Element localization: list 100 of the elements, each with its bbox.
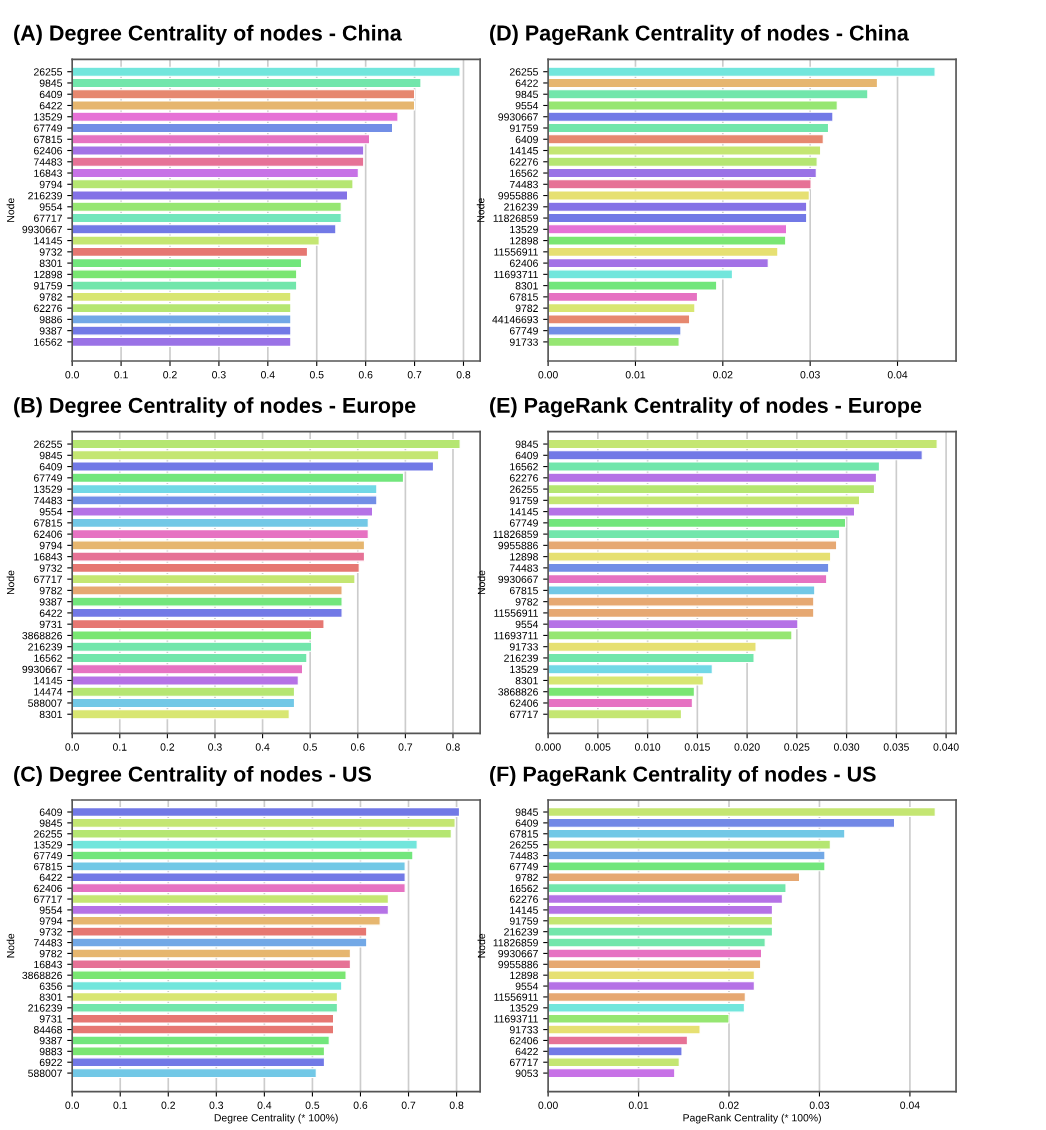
y-tick-label: 13529 [510, 1004, 538, 1012]
y-tick-label: 588007 [28, 699, 62, 707]
y-tick-label: 11693711 [494, 270, 538, 279]
y-tick-label: 26255 [509, 68, 538, 76]
y-tick-label: 3868826 [22, 631, 62, 640]
y-tick-label: 67815 [34, 135, 63, 144]
y-tick-label: 9794 [39, 541, 63, 550]
y-tick-label: 16562 [510, 463, 538, 471]
y-tick-label: 9387 [39, 327, 62, 335]
y-tick-label: 62406 [34, 530, 62, 538]
y-tick-label: 6409 [515, 819, 538, 827]
y-tick-label: 26255 [509, 841, 538, 849]
y-tick-label: 8301 [39, 993, 62, 1001]
x-tick-label: 0.00 [538, 371, 558, 379]
y-tick-label: 62406 [34, 884, 62, 893]
y-tick-label: 9731 [39, 620, 62, 629]
y-tick-label: 91759 [509, 917, 538, 925]
x-tick-label: 0.8 [449, 1101, 464, 1109]
y-tick-label: 9845 [39, 79, 63, 87]
chart-title: (B) Degree Centrality of nodes - Europe [14, 397, 416, 418]
y-tick-label: 9782 [515, 598, 538, 606]
y-tick-label: 16843 [34, 960, 62, 969]
y-tick-label: 16843 [34, 169, 62, 177]
y-tick-label: 9782 [515, 873, 538, 882]
y-tick-label: 13529 [34, 485, 62, 493]
y-tick-label: 9883 [39, 1047, 62, 1056]
y-tick-label: 16562 [510, 169, 538, 177]
x-tick-label: 0.0 [65, 743, 80, 751]
y-tick-label: 9554 [39, 508, 63, 516]
y-tick-label: 9930667 [498, 575, 538, 584]
y-tick-label: 26255 [34, 440, 63, 448]
y-tick-label: 67815 [34, 862, 63, 871]
y-tick-label: 9930667 [22, 665, 62, 674]
x-tick-label: 0.005 [585, 743, 611, 751]
y-tick-label: 91759 [33, 282, 62, 290]
y-axis-title: Node [6, 570, 15, 595]
y-tick-label: 67717 [34, 575, 62, 584]
x-tick-label: 0.0 [65, 1101, 80, 1109]
y-tick-label: 8301 [515, 282, 538, 290]
y-tick-label: 67749 [509, 862, 538, 871]
x-tick-label: 0.0 [65, 371, 80, 379]
y-tick-label: 9387 [39, 598, 62, 606]
y-tick-label: 9930667 [498, 949, 538, 958]
x-tick-label: 0.1 [114, 371, 128, 379]
y-tick-label: 16562 [34, 654, 62, 662]
y-tick-label: 62406 [509, 1036, 538, 1045]
y-tick-label: 74483 [34, 939, 62, 947]
x-tick-label: 0.1 [112, 743, 127, 751]
y-tick-label: 91733 [509, 338, 538, 346]
y-tick-label: 26255 [509, 485, 538, 493]
y-tick-label: 9782 [39, 949, 62, 958]
y-tick-label: 12898 [510, 237, 538, 245]
y-tick-label: 9845 [39, 451, 63, 460]
y-axis-title: Node [6, 933, 15, 958]
y-tick-label: 11556911 [494, 993, 538, 1001]
x-tick-label: 0.030 [833, 743, 860, 751]
x-tick-label: 0.03 [800, 371, 820, 379]
y-tick-label: 9794 [39, 917, 63, 925]
x-tick-label: 0.02 [713, 371, 733, 379]
chart-title: (D) PageRank Centrality of nodes - China [490, 24, 909, 45]
x-tick-label: 0.2 [161, 1101, 175, 1109]
y-axis-title: Node [476, 198, 485, 222]
y-tick-label: 67749 [34, 124, 62, 132]
x-tick-label: 0.2 [160, 743, 175, 751]
y-tick-label: 6409 [39, 90, 62, 99]
x-tick-label: 0.010 [634, 743, 661, 751]
y-tick-label: 74483 [509, 180, 538, 189]
y-tick-label: 67749 [34, 474, 62, 482]
x-tick-label: 0.3 [212, 371, 226, 379]
x-tick-label: 0.2 [163, 371, 177, 379]
x-tick-label: 0.5 [309, 371, 324, 379]
y-tick-label: 9554 [515, 982, 539, 990]
y-tick-label: 12898 [510, 553, 538, 561]
y-tick-label: 9053 [515, 1069, 538, 1077]
y-tick-label: 91733 [509, 643, 538, 651]
y-tick-label: 9955886 [498, 541, 538, 550]
y-tick-label: 14145 [510, 508, 538, 516]
y-tick-label: 67717 [509, 710, 538, 719]
y-tick-label: 12898 [510, 971, 538, 980]
y-tick-label: 67815 [34, 519, 63, 527]
y-axis-title: Node [477, 933, 486, 958]
x-tick-label: 0.8 [446, 743, 460, 751]
x-tick-label: 0.03 [809, 1101, 830, 1109]
x-tick-label: 0.025 [784, 743, 810, 751]
y-tick-label: 6922 [39, 1058, 62, 1067]
y-tick-label: 74483 [509, 852, 538, 860]
y-tick-label: 12898 [34, 270, 62, 279]
x-tick-label: 0.5 [303, 743, 317, 751]
x-tick-label: 0.01 [628, 1101, 649, 1109]
y-axis-title: Node [6, 198, 15, 222]
y-tick-label: 13529 [510, 225, 538, 234]
y-tick-label: 8301 [39, 710, 62, 719]
y-tick-label: 26255 [34, 830, 63, 838]
y-tick-label: 67749 [34, 852, 62, 860]
y-tick-label: 6422 [39, 101, 62, 110]
y-tick-label: 67815 [509, 830, 538, 838]
x-tick-label: 0.020 [734, 743, 760, 751]
y-tick-label: 9782 [39, 293, 62, 301]
y-tick-label: 9955886 [498, 960, 538, 969]
y-tick-label: 9845 [39, 819, 63, 827]
